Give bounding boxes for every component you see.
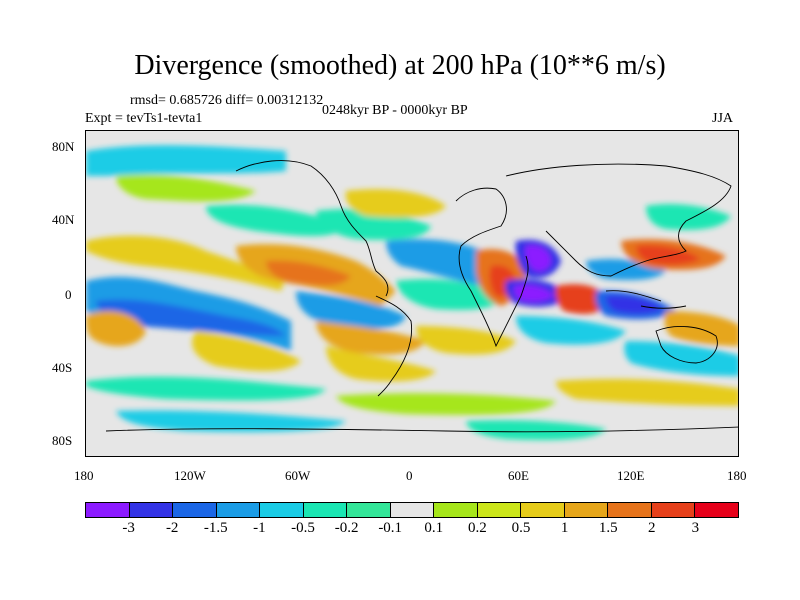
- lat-tick-label: 80N: [52, 139, 75, 154]
- colorbar: [85, 502, 739, 518]
- blob-so-green: [336, 393, 556, 415]
- blob-natl-yellow: [345, 189, 446, 218]
- colorbar-swatch: [303, 503, 348, 517]
- blob-satl-orange: [316, 321, 426, 355]
- map-canvas: [86, 131, 738, 456]
- colorbar-swatch: [347, 503, 391, 517]
- colorbar-label: 2: [648, 520, 656, 536]
- colorbar-labels: -3 -2 -1.5 -1 -0.5 -0.2 -0.1 0.1 0.2 0.5 1 1.5 2 3: [85, 520, 739, 540]
- colorbar-label: -1.5: [203, 520, 228, 536]
- blob-arctic-teal: [86, 145, 286, 176]
- colorbar-swatch: [216, 503, 261, 517]
- blob-antarctic-teal: [116, 410, 346, 432]
- lon-tick-label: 60E: [508, 468, 529, 483]
- lat-tick-label: 40S: [52, 360, 73, 375]
- blob-sio-teal: [516, 316, 626, 345]
- blob-atl-teal: [396, 279, 506, 310]
- chart-title: Divergence (smoothed) at 200 hPa (10**6 …: [134, 50, 666, 81]
- colorbar-label: 0.2: [468, 520, 487, 536]
- lon-tick-label: 0: [406, 468, 413, 483]
- experiment-label: Expt = tevTs1-tevta1: [85, 111, 203, 126]
- colorbar-swatch: [477, 503, 522, 517]
- colorbar-label: 0.1: [424, 520, 444, 536]
- colorbar-swatch: [390, 503, 435, 517]
- coast-africa: [455, 187, 529, 348]
- colorbar-label: -0.1: [378, 520, 403, 536]
- blob-so-teal: [86, 376, 326, 401]
- blob-pacific-yellow: [86, 235, 286, 291]
- blob-pacific-darkblue: [96, 299, 286, 336]
- colorbar-label: -1: [253, 520, 266, 536]
- coast-maritime-continent: [605, 290, 687, 309]
- blob-npac-green: [116, 174, 256, 202]
- stats-label: rmsd= 0.685726 diff= 0.00312132: [130, 93, 324, 108]
- period-label: 0248kyr BP - 0000kyr BP: [322, 103, 468, 118]
- colorbar-label: -0.5: [291, 520, 315, 536]
- blob-antarctic-teal-2: [466, 420, 606, 440]
- blob-carib-red: [266, 260, 351, 286]
- colorbar-swatch: [434, 503, 478, 517]
- blob-npac-teal: [206, 204, 346, 236]
- colorbar-swatch: [564, 503, 609, 517]
- contour-field: [86, 145, 738, 440]
- coastlines: [105, 160, 738, 433]
- colorbar-label: -2: [165, 520, 179, 536]
- colorbar-label: -0.2: [334, 520, 359, 536]
- lon-tick-label: 60W: [285, 468, 311, 483]
- colorbar-swatch: [608, 503, 652, 517]
- coast-eurasia: [505, 163, 732, 277]
- lon-tick-label: 180: [727, 468, 747, 483]
- colorbar-swatch: [521, 503, 565, 517]
- colorbar-swatch: [173, 503, 217, 517]
- coast-south-america: [375, 295, 413, 397]
- lat-tick-label: 0: [65, 287, 72, 302]
- lat-tick-label: 40N: [52, 212, 75, 227]
- colorbar-swatch: [129, 503, 174, 517]
- lon-tick-label: 120E: [617, 468, 645, 483]
- colorbar-swatch: [695, 503, 738, 517]
- colorbar-swatch: [86, 503, 130, 517]
- blob-pacific-orange: [86, 311, 146, 347]
- colorbar-swatch: [651, 503, 696, 517]
- colorbar-label: 1.5: [598, 520, 618, 536]
- coast-australia: [655, 326, 718, 364]
- blob-satl-yellow: [326, 346, 436, 382]
- blob-eq-atl-blue: [296, 291, 406, 329]
- blob-arabian-purple: [525, 245, 551, 272]
- lon-tick-label: 180: [74, 468, 94, 483]
- blob-spac-orange: [664, 311, 738, 346]
- blob-africa-blue: [386, 239, 501, 286]
- blob-spac-teal: [624, 341, 738, 376]
- blob-so-yellow: [556, 379, 738, 406]
- lon-tick-label: 120W: [174, 468, 206, 483]
- blob-maritime-darkblue: [605, 295, 664, 314]
- colorbar-label: 0.5: [511, 520, 531, 536]
- coast-antarctica: [105, 426, 738, 433]
- season-label: JJA: [712, 111, 734, 126]
- colorbar-label: 1: [560, 520, 569, 536]
- map-plot: [85, 130, 739, 457]
- colorbar-label: -3: [122, 520, 135, 536]
- lat-tick-label: 80S: [52, 433, 73, 448]
- colorbar-label: 3: [691, 520, 700, 536]
- blob-nwpac-teal: [646, 204, 731, 230]
- blob-wpac-darkred: [636, 245, 701, 265]
- coast-north-america: [235, 160, 389, 297]
- blob-spac-yellow: [192, 331, 301, 371]
- colorbar-swatch: [260, 503, 304, 517]
